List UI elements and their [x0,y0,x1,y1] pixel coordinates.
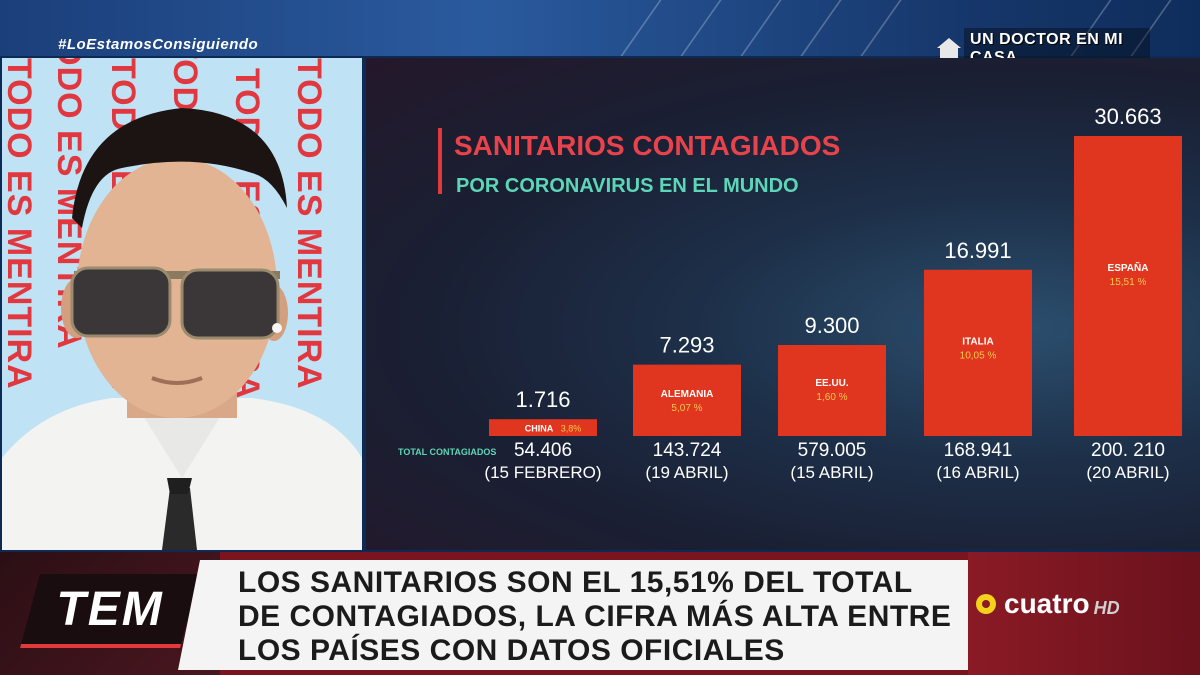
date-label: (20 ABRIL) [1086,463,1169,482]
bar-percent-label: 5,07 % [671,403,702,414]
background-slogan: TODO ES MENTIRA [290,58,328,390]
program-tag: TEM [56,582,165,636]
presenter-figure [2,108,362,550]
hashtag-label: #LoEstamosConsiguiendo [58,36,259,53]
total-value-label: 579.005 [798,440,867,461]
bar-percent-label: 1,60 % [816,392,847,403]
date-label: (15 FEBRERO) [484,463,601,482]
bar-value-label: 7.293 [659,333,714,358]
bar-percent-label: 3,8% [561,424,582,434]
date-label: (16 ABRIL) [936,463,1019,482]
top-banner [0,0,1200,56]
bar-5 [1074,136,1182,436]
presenter-video: TODO ES MENTIRA TODO ES MENTIRA TODO ES … [2,58,362,550]
house-icon [936,38,962,60]
bar-value-label: 16.991 [944,238,1011,263]
channel-hd: HD [1093,597,1120,618]
background-slogan: TODO ES MENTIRA [2,58,38,390]
lower-third: TEM LOS SANITARIOS SON EL 15,51% DEL TOT… [0,552,1200,675]
bar-1 [489,419,597,436]
total-value-label: 143.724 [653,440,722,461]
bar-4 [924,269,1032,436]
headline-box: LOS SANITARIOS SON EL 15,51% DEL TOTAL D… [178,560,968,670]
bar-category-label: ALEMANIA [661,389,714,400]
bar-value-label: 1.716 [515,387,570,412]
bar-category-label: ITALIA [962,337,993,348]
chart-panel: 1.716 CHINA 3,8% 54.406 (15 FEBRERO) 7.293 ALE… [366,58,1200,550]
chart-subtitle: POR CORONAVIRUS EN EL MUNDO [456,175,799,197]
bar-category-label: EE.UU. [815,378,849,389]
bar-percent-label: 10,05 % [960,351,997,362]
program-logo: TEM [20,574,200,648]
bar-value-label: 30.663 [1094,104,1161,129]
date-label: (15 ABRIL) [790,463,873,482]
channel-logo: cuatro HD [976,588,1120,620]
channel-area [968,552,1200,675]
bar-3 [778,345,886,436]
channel-name: cuatro [1004,588,1090,619]
bar-2 [633,364,741,436]
title-accent-bar [438,128,442,194]
channel-dot-icon [976,594,996,614]
headline-text: LOS SANITARIOS SON EL 15,51% DEL TOTAL D… [238,566,952,667]
date-label: (19 ABRIL) [645,463,728,482]
bar-category-label: ESPAÑA [1108,261,1149,274]
total-value-label: 54.406 [514,440,572,461]
bar-chart: 1.716 CHINA 3,8% 54.406 (15 FEBRERO) 7.293 ALE… [398,104,1182,482]
bar-category-label: CHINA [525,424,554,434]
total-value-label: 168.941 [944,440,1013,461]
chart-title: SANITARIOS CONTAGIADOS [454,130,840,161]
bar-percent-label: 15,51 % [1110,277,1147,288]
bar-value-label: 9.300 [804,313,859,338]
total-row-label: TOTAL CONTAGIADOS [398,447,496,457]
total-value-label: 200. 210 [1091,440,1165,461]
